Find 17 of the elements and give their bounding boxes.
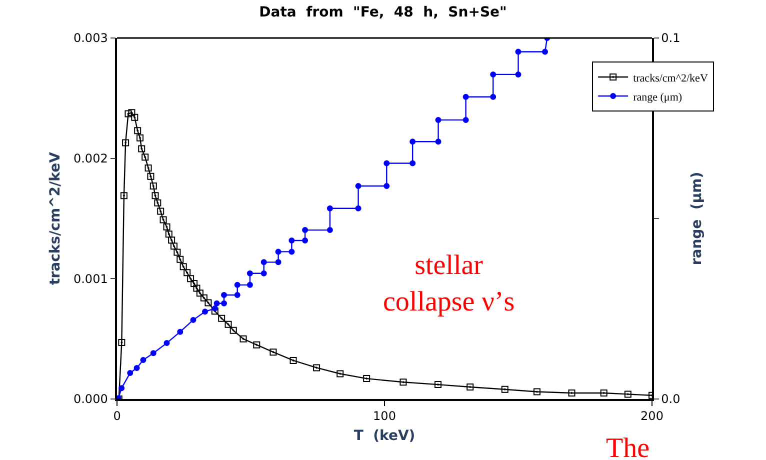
- x-tick-label: 0: [113, 409, 121, 424]
- y2-axis-title: range (μm): [689, 172, 706, 266]
- y-tick-label: 0.002: [73, 152, 108, 166]
- x-tick-label: 200: [640, 409, 664, 424]
- y-tick-label: 0.000: [73, 392, 108, 406]
- y2-tick-label: 0.1: [661, 31, 680, 46]
- y2-tick-label: 0.0: [661, 392, 680, 406]
- legend-label: tracks/cm^2/keV: [633, 72, 708, 84]
- y-tick-label: 0.001: [73, 272, 108, 286]
- legend-label: range (μm): [633, 91, 682, 104]
- annotation: stellar collapse ν’s: [383, 250, 515, 318]
- chart-title: Data from "Fe, 48 h, Sn+Se": [259, 4, 507, 21]
- text: The: [606, 433, 650, 460]
- x-tick-label: 100: [373, 409, 396, 424]
- x-axis-title: T (keV): [354, 428, 416, 444]
- y-axis-title: tracks/cm^2/keV: [48, 152, 64, 285]
- y-tick-label: 0.003: [73, 31, 108, 46]
